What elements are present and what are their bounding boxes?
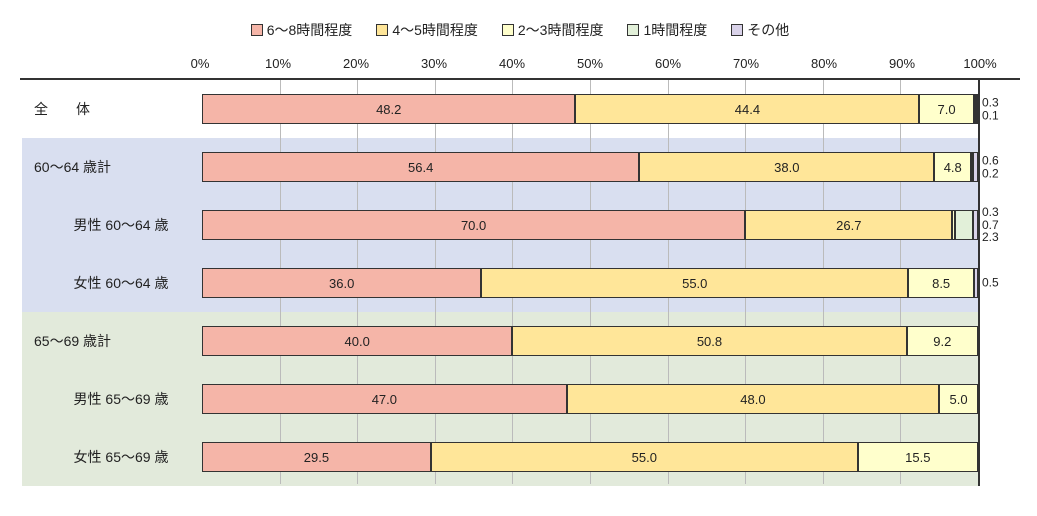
bar-segment-s3: 4.8 — [934, 152, 971, 182]
bar-segment-s5 — [974, 268, 978, 298]
overflow-labels: 0.60.2 — [982, 154, 999, 179]
bar-segment-s3: 15.5 — [858, 442, 978, 472]
bar-segment-s2: 26.7 — [745, 210, 952, 240]
row-label: 男性 60～64 歳 — [22, 196, 192, 254]
bar-segment-s2: 48.0 — [567, 384, 939, 414]
segment-value: 47.0 — [372, 392, 397, 407]
bar-row: 全 体48.244.47.00.30.1 — [202, 80, 978, 138]
bar-segment-s1: 56.4 — [202, 152, 639, 182]
segment-value: 29.5 — [304, 450, 329, 465]
axis-tick: 30% — [421, 56, 447, 71]
legend-item-s3: 2～3時間程度 — [502, 20, 604, 40]
legend: 6～8時間程度 4～5時間程度 2～3時間程度 1時間程度 その他 — [20, 20, 1020, 40]
chart-container: 6～8時間程度 4～5時間程度 2～3時間程度 1時間程度 その他 0% 10% 20% 30… — [20, 20, 1020, 486]
overflow-value-s5: 0.6 — [982, 154, 999, 167]
segment-value: 70.0 — [461, 218, 486, 233]
axis-tick: 90% — [889, 56, 915, 71]
bar-segment-s3: 9.2 — [907, 326, 978, 356]
legend-item-s2: 4～5時間程度 — [376, 20, 478, 40]
bar-segment-s1: 29.5 — [202, 442, 431, 472]
bar-segment-s1: 70.0 — [202, 210, 745, 240]
axis-tick: 10% — [265, 56, 291, 71]
legend-item-s4: 1時間程度 — [627, 20, 707, 40]
overflow-labels: 0.5 — [982, 277, 999, 290]
segment-value: 38.0 — [774, 160, 799, 175]
segment-value: 55.0 — [632, 450, 657, 465]
segment-value: 44.4 — [735, 102, 760, 117]
legend-label: 6～8時間程度 — [267, 20, 353, 40]
row-label: 女性 65～69 歳 — [22, 428, 192, 486]
legend-item-s5: その他 — [731, 20, 789, 40]
overflow-value-s4: 0.1 — [982, 109, 999, 122]
legend-label: 2～3時間程度 — [518, 20, 604, 40]
overflow-labels: 0.30.1 — [982, 96, 999, 121]
bar-row: 男性 60～64 歳70.026.70.30.72.3 — [202, 196, 978, 254]
bar-row: 女性 65～69 歳29.555.015.5 — [202, 428, 978, 486]
bar-segment-s2: 38.0 — [639, 152, 934, 182]
legend-swatch — [376, 24, 388, 36]
segment-value: 7.0 — [938, 102, 956, 117]
segment-value: 48.2 — [376, 102, 401, 117]
x-axis: 0%10%20%30%40%50%60%70%80%90%100% — [200, 56, 980, 80]
segment-value: 55.0 — [682, 276, 707, 291]
segment-value: 36.0 — [329, 276, 354, 291]
bar-segment-s3: 8.5 — [908, 268, 974, 298]
bar-row: 60～64 歳計56.438.04.80.60.2 — [202, 138, 978, 196]
bar-segment-s2: 55.0 — [481, 268, 908, 298]
bar-segment-s1: 47.0 — [202, 384, 567, 414]
row-label: 全 体 — [22, 80, 192, 138]
overflow-value-s4: 0.2 — [982, 167, 999, 180]
axis-tick: 60% — [655, 56, 681, 71]
row-label: 60～64 歳計 — [22, 138, 192, 196]
axis-tick: 50% — [577, 56, 603, 71]
segment-value: 50.8 — [697, 334, 722, 349]
legend-swatch — [627, 24, 639, 36]
legend-label: その他 — [747, 20, 789, 40]
row-label: 女性 60～64 歳 — [22, 254, 192, 312]
bar-segment-s3: 7.0 — [919, 94, 973, 124]
segment-value: 9.2 — [933, 334, 951, 349]
plot-area: 全 体48.244.47.00.30.160～64 歳計56.438.04.80… — [200, 80, 980, 486]
axis-tick: 20% — [343, 56, 369, 71]
bar-segment-s5 — [973, 210, 978, 240]
bar-row: 65～69 歳計40.050.89.2 — [202, 312, 978, 370]
bar-segment-s2: 50.8 — [512, 326, 906, 356]
row-label: 65～69 歳計 — [22, 312, 192, 370]
axis-tick: 40% — [499, 56, 525, 71]
overflow-value-s5: 0.3 — [982, 96, 999, 109]
segment-value: 56.4 — [408, 160, 433, 175]
bar-segment-s1: 48.2 — [202, 94, 575, 124]
axis-tick: 80% — [811, 56, 837, 71]
axis-tick: 0% — [191, 56, 210, 71]
legend-swatch — [251, 24, 263, 36]
bar-segment-s5 — [973, 152, 978, 182]
legend-swatch — [502, 24, 514, 36]
segment-value: 26.7 — [836, 218, 861, 233]
segment-value: 15.5 — [905, 450, 930, 465]
segment-value: 4.8 — [944, 160, 962, 175]
segment-value: 48.0 — [740, 392, 765, 407]
overflow-value-s3: 0.3 — [982, 206, 999, 219]
bar-segment-s1: 40.0 — [202, 326, 512, 356]
legend-label: 1時間程度 — [643, 20, 707, 40]
bar-row: 女性 60～64 歳36.055.08.50.5 — [202, 254, 978, 312]
bar-segment-s2: 44.4 — [575, 94, 919, 124]
overflow-value-s5: 0.5 — [982, 277, 999, 290]
bar-segment-s5 — [976, 94, 978, 124]
bar-segment-s4 — [955, 210, 973, 240]
overflow-value-s4: 2.3 — [982, 231, 999, 244]
legend-label: 4～5時間程度 — [392, 20, 478, 40]
bar-segment-s3: 5.0 — [939, 384, 978, 414]
row-label: 男性 65～69 歳 — [22, 370, 192, 428]
bar-segment-s1: 36.0 — [202, 268, 481, 298]
segment-value: 5.0 — [950, 392, 968, 407]
bar-row: 男性 65～69 歳47.048.05.0 — [202, 370, 978, 428]
legend-item-s1: 6～8時間程度 — [251, 20, 353, 40]
segment-value: 8.5 — [932, 276, 950, 291]
segment-value: 40.0 — [345, 334, 370, 349]
axis-tick: 70% — [733, 56, 759, 71]
bar-segment-s2: 55.0 — [431, 442, 858, 472]
legend-swatch — [731, 24, 743, 36]
overflow-labels: 0.30.72.3 — [982, 206, 999, 244]
